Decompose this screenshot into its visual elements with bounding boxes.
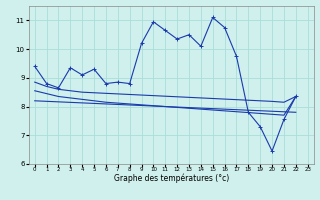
X-axis label: Graphe des températures (°c): Graphe des températures (°c): [114, 174, 229, 183]
